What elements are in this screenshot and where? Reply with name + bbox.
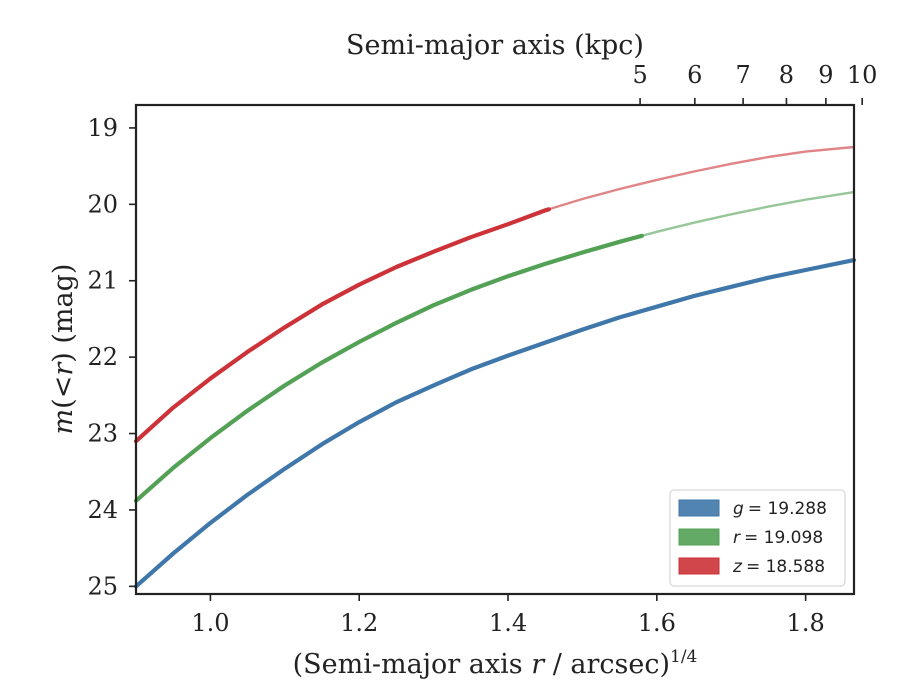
y-tick-label: 21	[87, 267, 118, 295]
legend-label-value: = 19.288	[748, 499, 827, 519]
x-axis-title-exponent: 1/4	[670, 647, 697, 667]
y-axis-title: m(<r) (mag)	[48, 264, 79, 435]
legend-swatch-z	[678, 557, 720, 575]
legend-swatch-g	[678, 499, 720, 517]
top-x-axis-title: Semi-major axis (kpc)	[346, 30, 644, 61]
x-tick-label: 1.8	[787, 609, 825, 637]
y-axis-title-unit: ) (mag)	[48, 264, 79, 363]
x-axis-ticks: 1.0 1.2 1.4 1.6 1.8	[191, 594, 825, 637]
top-tick-label: 6	[687, 61, 702, 89]
x-tick-label: 1.6	[638, 609, 676, 637]
legend-label-value: = 18.588	[746, 557, 825, 577]
x-axis-title-suffix: / arcsec)	[544, 649, 670, 680]
series-curves	[133, 145, 857, 589]
y-tick-label: 20	[87, 190, 118, 218]
top-x-axis-ticks: 5 6 7 8 9 10	[632, 61, 877, 105]
x-tick-label: 1.4	[489, 609, 527, 637]
legend-swatch-r	[678, 528, 720, 546]
y-axis-title-lt: (<	[48, 376, 79, 409]
x-axis-title-prefix: (Semi-major axis	[293, 649, 532, 680]
legend-label-value: = 19.098	[744, 528, 823, 548]
x-axis-title: (Semi-major axis r / arcsec)1/4	[293, 647, 698, 680]
series-z-line	[133, 207, 552, 444]
y-tick-label: 25	[87, 572, 118, 600]
x-axis-title-variable: r	[531, 649, 546, 680]
legend-label-g: g = 19.288	[733, 499, 827, 519]
y-axis-title-m: m	[48, 409, 79, 435]
legend-label-variable: g	[733, 499, 744, 519]
plot-frame	[134, 103, 856, 596]
top-tick-label: 10	[847, 61, 878, 89]
y-tick-label: 23	[87, 420, 118, 448]
series-r-faded-line	[135, 190, 855, 502]
legend-label-variable: z	[732, 557, 743, 577]
y-tick-label: 22	[87, 343, 118, 371]
legend-label-z: z = 18.588	[732, 557, 825, 577]
y-tick-label: 24	[87, 496, 118, 524]
legend-label-r: r = 19.098	[733, 528, 823, 548]
x-tick-label: 1.2	[340, 609, 378, 637]
y-axis-title-r: r	[48, 361, 79, 376]
y-axis-ticks: 19 20 21 22 23 24 25	[87, 114, 136, 600]
series-r-line	[133, 233, 645, 503]
legend-label-variable: r	[733, 528, 741, 548]
top-tick-label: 5	[632, 61, 647, 89]
y-tick-label: 19	[87, 114, 118, 142]
top-tick-label: 9	[818, 61, 833, 89]
top-tick-label: 8	[779, 61, 794, 89]
x-tick-label: 1.0	[191, 609, 229, 637]
series-g-line	[133, 258, 857, 589]
top-tick-label: 7	[735, 61, 750, 89]
series-z-faded-line	[135, 145, 855, 443]
